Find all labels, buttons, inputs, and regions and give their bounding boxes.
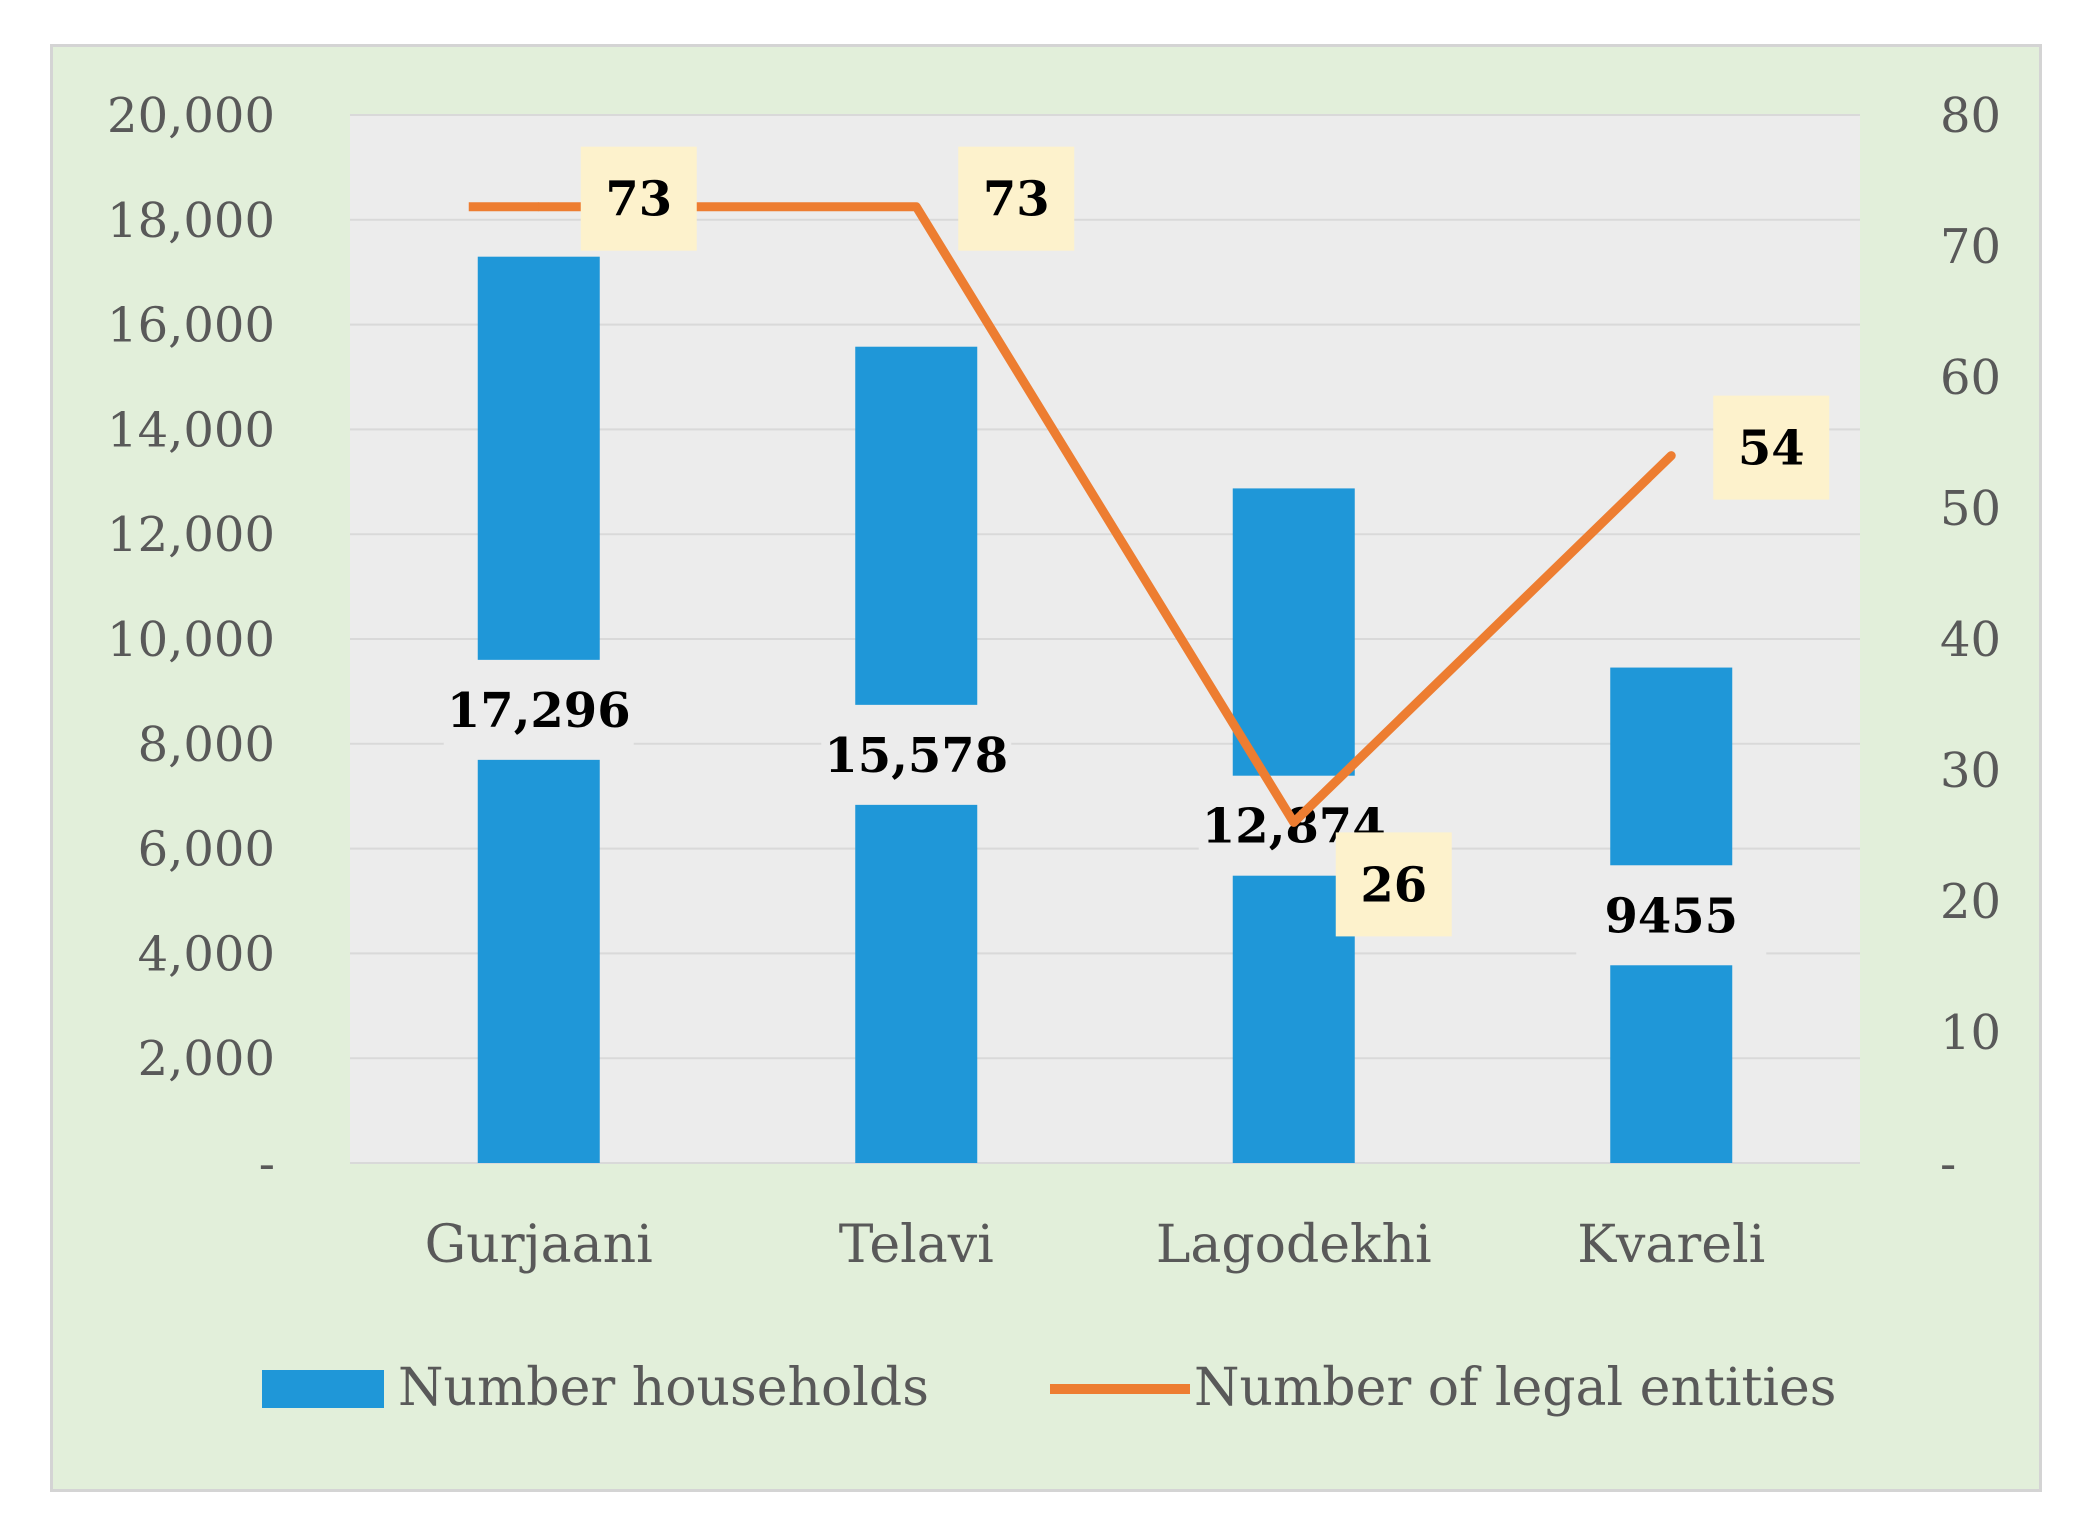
- right-axis-tick-label: 80: [1940, 88, 2001, 144]
- line-label-box: [580, 146, 697, 251]
- left-axis-tick-label: 10,000: [107, 612, 275, 668]
- right-axis-tick-label: 10: [1940, 1005, 2001, 1061]
- left-axis-tick-label: 12,000: [107, 507, 275, 563]
- bar-data-label: 17,296: [443, 659, 634, 760]
- right-axis-tick-label: 50: [1940, 481, 2001, 537]
- line-data-label: 73: [958, 146, 1075, 251]
- line-point: [537, 205, 540, 208]
- legend-bar-label: Number households: [398, 1358, 929, 1418]
- legend-bar-swatch: [262, 1370, 384, 1408]
- legend: Number households Number of legal entiti…: [262, 1358, 1836, 1418]
- line-data-label: 73: [580, 146, 697, 251]
- left-axis-tick-label: 4,000: [138, 926, 275, 982]
- left-axis-tick-label: 6,000: [138, 822, 275, 878]
- left-axis-tick-label: -: [259, 1136, 275, 1192]
- left-axis-tick-label: 16,000: [107, 298, 275, 354]
- right-axis-tick-label: 70: [1940, 219, 2001, 275]
- line-point: [1292, 821, 1295, 824]
- line-label-text: 54: [1738, 421, 1805, 477]
- left-axis-ticks: - 2,000 4,000 6,000 8,000 10,000 12,000 14,000 1…: [107, 88, 275, 1192]
- bar-label-box: [821, 704, 1012, 805]
- line-legal-entities: [534, 202, 1676, 827]
- line-label-box: [958, 146, 1075, 251]
- right-axis-tick-label: -: [1940, 1136, 1956, 1192]
- line-point: [915, 205, 918, 208]
- line-point: [1670, 454, 1673, 457]
- right-axis-tick-label: 30: [1940, 743, 2001, 799]
- category-labels: Gurjaani Telavi Lagodekhi Kvareli: [425, 1215, 1766, 1275]
- line-label-box: [1713, 395, 1830, 500]
- line-label-text: 73: [983, 172, 1050, 228]
- line-data-label: 26: [1335, 832, 1452, 937]
- line-label-box: [1335, 832, 1452, 937]
- bar-label-text: 15,578: [824, 728, 1008, 784]
- category-label: Gurjaani: [425, 1215, 653, 1275]
- category-label: Telavi: [839, 1215, 994, 1275]
- line-series: [468, 202, 1676, 827]
- left-axis-tick-label: 14,000: [107, 402, 275, 458]
- bar-data-label: 15,578: [821, 704, 1012, 805]
- left-axis-tick-label: 2,000: [138, 1031, 275, 1087]
- bar-data-label: 9455: [1576, 865, 1767, 966]
- line-label-text: 73: [605, 172, 672, 228]
- line-data-label: 54: [1713, 395, 1830, 500]
- left-axis-tick-label: 20,000: [107, 88, 275, 144]
- line-label-text: 26: [1360, 857, 1427, 913]
- bar-label-text: 9455: [1604, 888, 1738, 944]
- left-axis-tick-label: 18,000: [107, 193, 275, 249]
- bar-label-box: [443, 659, 634, 760]
- category-label: Kvareli: [1577, 1215, 1765, 1275]
- legend-line-label: Number of legal entities: [1194, 1358, 1836, 1418]
- right-axis-tick-label: 40: [1940, 612, 2001, 668]
- right-axis-ticks: - 10 20 30 40 50 60 70 80: [1940, 88, 2001, 1192]
- left-axis-tick-label: 8,000: [138, 717, 275, 773]
- right-axis-tick-label: 20: [1940, 874, 2001, 930]
- category-label: Lagodekhi: [1156, 1215, 1432, 1275]
- right-axis-tick-label: 60: [1940, 350, 2001, 406]
- bar-label-text: 17,296: [447, 683, 631, 739]
- bar-label-box: [1576, 865, 1767, 966]
- line-data-labels: 73 73 26 54: [580, 146, 1830, 937]
